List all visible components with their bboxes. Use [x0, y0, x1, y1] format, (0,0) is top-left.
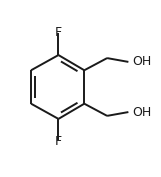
Text: OH: OH	[133, 105, 152, 119]
Text: F: F	[55, 26, 62, 39]
Text: F: F	[55, 135, 62, 148]
Text: OH: OH	[133, 55, 152, 68]
